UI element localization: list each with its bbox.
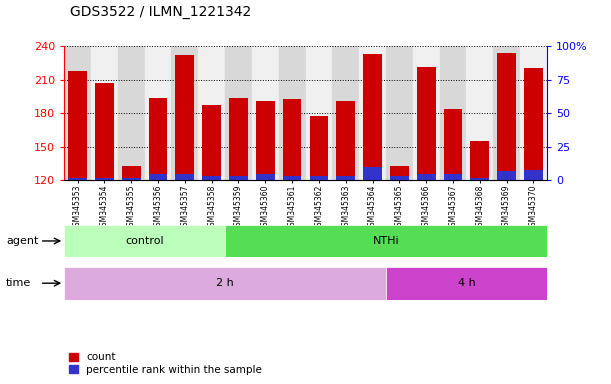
Bar [229, 98, 248, 180]
Text: NTHi: NTHi [373, 236, 399, 246]
Text: agent: agent [6, 236, 38, 246]
Bar [148, 98, 167, 180]
Bar [310, 177, 328, 180]
Bar [524, 170, 543, 180]
Text: GDS3522 / ILMN_1221342: GDS3522 / ILMN_1221342 [70, 5, 252, 19]
Bar [493, 46, 520, 180]
Bar [417, 174, 436, 180]
Bar [336, 177, 355, 180]
Bar [470, 178, 489, 180]
Bar [336, 101, 355, 180]
Bar [172, 46, 198, 180]
Bar [256, 174, 275, 180]
Bar [332, 46, 359, 180]
Bar [229, 177, 248, 180]
Bar [148, 174, 167, 180]
Bar [95, 83, 114, 180]
Bar [175, 174, 194, 180]
Bar [386, 267, 547, 300]
Bar [470, 141, 489, 180]
Bar [198, 46, 225, 180]
Bar [279, 46, 306, 180]
Bar [64, 46, 91, 180]
Bar [520, 46, 547, 180]
Bar [439, 46, 466, 180]
Bar [283, 99, 301, 180]
Bar [91, 46, 118, 180]
Bar [497, 53, 516, 180]
Bar [95, 178, 114, 180]
Bar [359, 46, 386, 180]
Bar [444, 109, 463, 180]
Bar [145, 46, 172, 180]
Text: 2 h: 2 h [216, 278, 234, 288]
Bar [252, 46, 279, 180]
Text: 4 h: 4 h [458, 278, 475, 288]
Bar [390, 166, 409, 180]
Bar [122, 178, 141, 180]
Bar [225, 46, 252, 180]
Text: control: control [125, 236, 164, 246]
Bar [283, 177, 301, 180]
Bar [202, 106, 221, 180]
Bar [417, 67, 436, 180]
Bar [64, 267, 386, 300]
Bar [64, 225, 225, 257]
Bar [306, 46, 332, 180]
Bar [118, 46, 145, 180]
Bar [225, 225, 547, 257]
Bar [386, 46, 413, 180]
Bar [466, 46, 493, 180]
Bar [68, 71, 87, 180]
Bar [390, 177, 409, 180]
Legend: count, percentile rank within the sample: count, percentile rank within the sample [70, 353, 262, 375]
Bar [202, 177, 221, 180]
Bar [413, 46, 439, 180]
Bar [363, 54, 382, 180]
Bar [68, 178, 87, 180]
Text: time: time [6, 278, 31, 288]
Bar [444, 174, 463, 180]
Bar [256, 101, 275, 180]
Bar [122, 166, 141, 180]
Bar [497, 171, 516, 180]
Bar [363, 167, 382, 180]
Bar [175, 55, 194, 180]
Bar [310, 116, 328, 180]
Bar [524, 68, 543, 180]
